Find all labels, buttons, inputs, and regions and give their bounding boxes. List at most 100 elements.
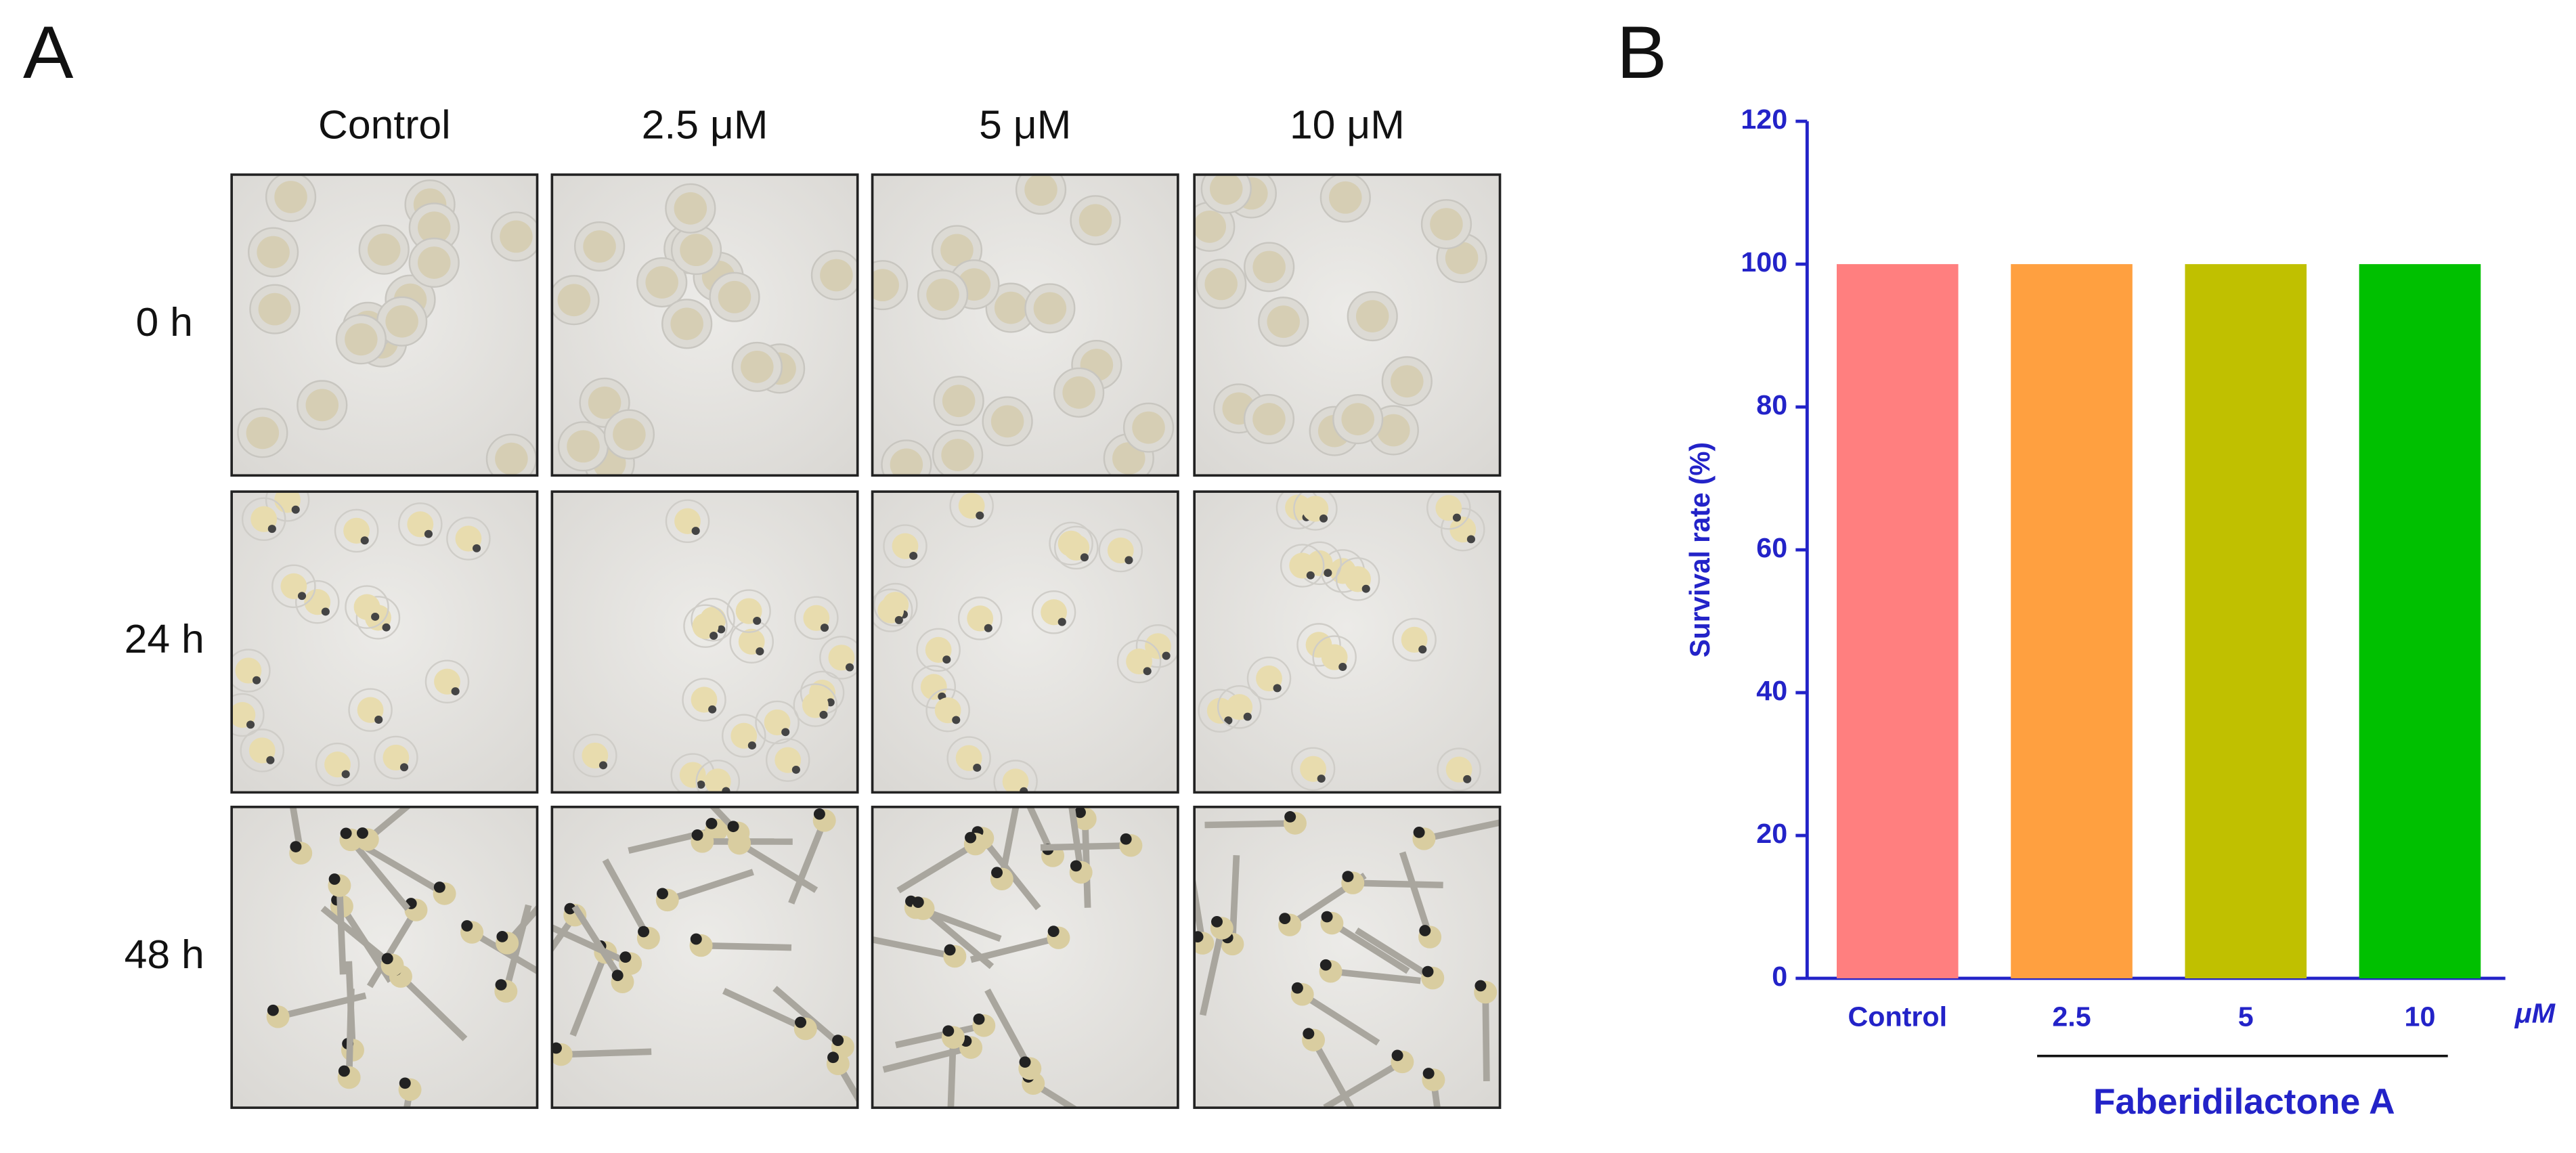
- embryo-eye: [424, 529, 433, 538]
- row-header: 24 h: [125, 616, 204, 661]
- photo-frame: [871, 490, 1179, 794]
- egg-shell: [1426, 492, 1471, 530]
- larva-tail: [709, 806, 741, 835]
- embryo-eye: [1273, 684, 1282, 693]
- egg: [305, 389, 339, 422]
- larva-eye: [1419, 925, 1431, 936]
- larva-tail: [947, 1037, 957, 1108]
- y-tick-label: 100: [1741, 246, 1787, 278]
- row-header: 48 h: [125, 932, 204, 976]
- larva-eye: [1475, 980, 1487, 992]
- column-header: 10 μM: [1290, 102, 1405, 147]
- egg: [1377, 414, 1410, 447]
- egg: [994, 291, 1028, 324]
- embryo-eye: [321, 607, 330, 616]
- larva-eye: [1070, 860, 1082, 872]
- larva-eye: [1047, 926, 1060, 937]
- egg: [495, 442, 528, 475]
- bar: [2011, 264, 2133, 979]
- egg-shell: [232, 649, 271, 693]
- larva-eye: [727, 821, 739, 833]
- larva-eye: [461, 920, 473, 932]
- photo-background: [552, 492, 858, 793]
- photo-grid: Control 2.5 μM 5 μM 10 μM 0 h 24 h 48 h: [125, 102, 1502, 1109]
- photo: [1193, 173, 1502, 477]
- photo: [871, 490, 1179, 794]
- egg-shell: [682, 678, 726, 722]
- egg-shell: [755, 700, 800, 745]
- larva-eye: [1413, 827, 1425, 838]
- egg: [741, 350, 774, 383]
- egg: [942, 385, 976, 418]
- larva-tail: [999, 806, 1020, 880]
- larva-tail: [1301, 991, 1380, 1046]
- egg-shell: [794, 596, 839, 640]
- embryo-eye: [266, 756, 275, 764]
- photo: [871, 173, 1179, 477]
- photo-content: [237, 174, 538, 476]
- egg: [385, 305, 418, 338]
- egg: [417, 246, 451, 279]
- bar: [1837, 264, 1959, 979]
- embryo-eye: [1080, 553, 1089, 562]
- egg-shell: [1441, 507, 1485, 552]
- larva-tail: [336, 885, 347, 975]
- embryo-eye: [894, 615, 903, 624]
- egg: [820, 259, 853, 292]
- x-tick-label: Control: [1848, 1001, 1947, 1032]
- photo-frame: [230, 173, 539, 477]
- embryo-eye: [360, 536, 369, 545]
- egg: [674, 192, 707, 225]
- photo-frame: [230, 490, 539, 794]
- egg: [1252, 403, 1286, 435]
- y-tick-label: 40: [1756, 675, 1787, 706]
- egg: [1355, 300, 1389, 332]
- larva-tail: [1399, 851, 1433, 938]
- larva-eye: [267, 1004, 279, 1016]
- larva-tail: [365, 845, 447, 897]
- embryo-eye: [747, 741, 756, 750]
- panel-label: A: [23, 12, 74, 94]
- embryo-eye: [976, 511, 984, 520]
- larva-eye: [691, 829, 703, 841]
- unit-label: μM: [2514, 998, 2556, 1029]
- larva-eye: [813, 808, 825, 820]
- egg-shell: [1116, 639, 1162, 684]
- larva-tail: [1430, 1079, 1441, 1108]
- larva-tail: [1068, 806, 1085, 873]
- embryo-eye: [942, 655, 951, 664]
- embryo-eye: [252, 676, 261, 684]
- larva-eye: [381, 953, 393, 965]
- egg: [680, 234, 713, 267]
- larva-tail: [348, 837, 411, 911]
- egg: [872, 269, 899, 302]
- egg-shell: [265, 492, 310, 522]
- larva-eye: [495, 979, 507, 991]
- egg: [940, 234, 974, 267]
- egg: [941, 439, 974, 471]
- larva-tail: [666, 869, 754, 903]
- group-label: Faberidilactone A: [2093, 1083, 2395, 1123]
- egg: [1252, 251, 1286, 284]
- embryo-eye: [756, 647, 764, 656]
- egg: [1112, 442, 1145, 475]
- larva-tail: [552, 913, 578, 953]
- larva-tail: [772, 986, 846, 1049]
- embryo-eye: [1243, 712, 1252, 721]
- embryo-eye: [1361, 584, 1370, 593]
- larva-eye: [1194, 931, 1204, 943]
- egg-shell: [240, 728, 285, 773]
- egg: [583, 230, 616, 263]
- egg: [1062, 376, 1095, 409]
- egg-shell: [1293, 492, 1338, 531]
- larva-eye: [619, 951, 632, 963]
- photo-background: [1194, 492, 1500, 793]
- embryo-eye: [1224, 716, 1233, 725]
- larva-tail: [896, 841, 978, 894]
- embryo: [1002, 768, 1029, 793]
- photo-content: [266, 806, 538, 1108]
- larva-tail: [872, 936, 956, 960]
- egg: [257, 236, 290, 269]
- photo: [871, 806, 1179, 1109]
- larva-eye: [1422, 1068, 1435, 1079]
